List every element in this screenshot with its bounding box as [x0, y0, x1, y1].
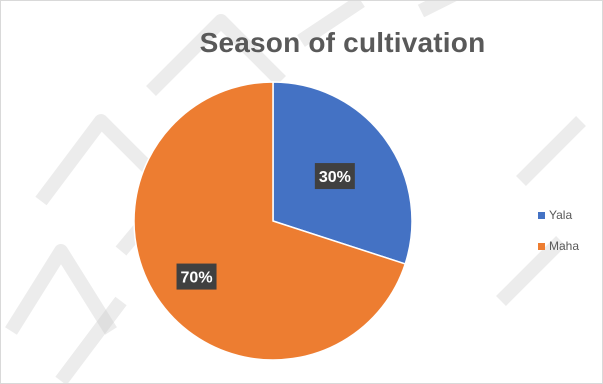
pie-slice-maha [133, 81, 407, 361]
chart-title: Season of cultivation [199, 27, 486, 58]
legend-swatch-maha [538, 242, 545, 250]
legend: Yala Maha [538, 207, 579, 269]
data-label-maha: 70% [176, 263, 217, 290]
data-label-yala: 30% [314, 163, 355, 190]
data-label-text-maha: 70% [181, 270, 213, 287]
data-label-box-maha [176, 263, 217, 290]
data-label-box-yala [314, 163, 355, 190]
legend-item-maha: Maha [538, 238, 579, 254]
legend-item-yala: Yala [538, 207, 579, 223]
legend-label-maha: Maha [549, 239, 580, 253]
data-label-text-yala: 30% [319, 169, 351, 186]
legend-label-yala: Yala [549, 208, 573, 222]
legend-swatch-yala [538, 211, 545, 219]
